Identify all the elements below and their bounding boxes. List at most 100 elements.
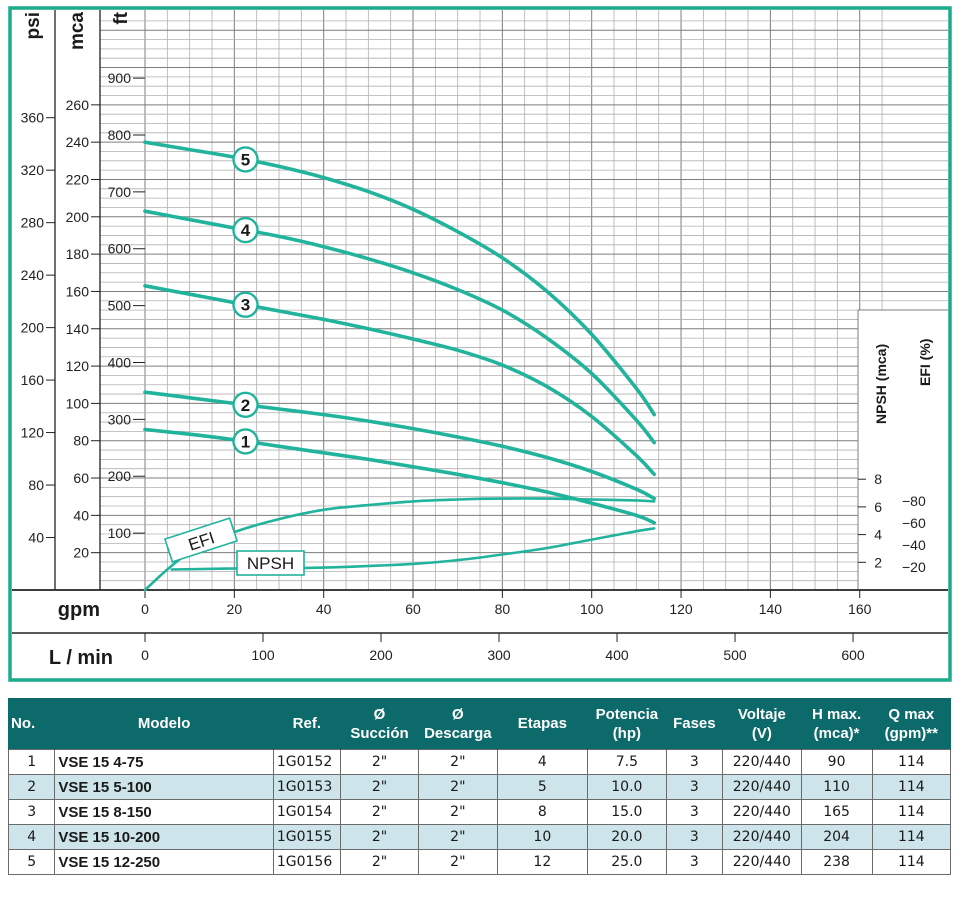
table-row: 5 VSE 15 12-250 1G0156 2" 2" 12 25.0 3 220/440 23…	[7, 849, 952, 875]
gpm-tick-label: 40	[316, 601, 332, 617]
lpm-tick-label: 200	[369, 647, 393, 663]
table-header-row: No. Modelo Ref. Ø Succión Ø Descarga Etapas Pote…	[7, 698, 952, 750]
npsh-tick-label: 2	[874, 554, 882, 570]
psi-tick-label: 200	[21, 320, 45, 336]
table-row: 4 VSE 15 10-200 1G0155 2" 2" 10 20.0 3 220/440 20…	[7, 824, 952, 850]
gpm-tick-label: 60	[405, 601, 421, 617]
mca-tick-label: 20	[73, 545, 89, 561]
ft-tick-label: 900	[108, 70, 132, 86]
npsh-label-box	[236, 550, 305, 576]
ft-tick-label: 600	[108, 241, 132, 257]
axis-unit-lpm: L / min	[49, 647, 113, 669]
header-text: No.	[11, 715, 36, 732]
psi-tick-label: 120	[21, 425, 45, 441]
table-cell: 220/440	[722, 824, 802, 850]
ft-tick-label: 800	[108, 127, 132, 143]
table-cell: 2"	[339, 749, 420, 775]
table-header-cell: H max. (mca)*	[800, 698, 873, 750]
table-header-cell: Voltaje (V)	[722, 698, 802, 750]
npsh-tick-label: 4	[874, 527, 882, 543]
table-cell: 114	[871, 824, 952, 850]
mca-tick-label: 220	[66, 171, 90, 187]
table-cell: 2	[7, 774, 56, 800]
header-text: Q max	[888, 705, 935, 723]
mca-tick-label: 60	[73, 470, 89, 486]
spec-table: No. Modelo Ref. Ø Succión Ø Descarga Etapas Pote…	[7, 698, 952, 875]
curve-label-circle	[232, 146, 259, 173]
lpm-tick-label: 400	[605, 647, 629, 663]
table-cell: 10.0	[587, 774, 667, 800]
mca-tick-label: 100	[66, 395, 90, 411]
npsh-curve-label: NPSH	[247, 554, 294, 573]
header-text: (gpm)**	[884, 724, 938, 742]
ft-tick-label: 300	[108, 411, 132, 427]
efi-label-box	[163, 517, 239, 563]
table-cell: 1G0154	[272, 799, 341, 825]
mca-tick-label: 120	[66, 358, 90, 374]
header-text: Ø	[452, 705, 464, 723]
header-text: (hp)	[612, 724, 642, 742]
table-row: 1 VSE 15 4-75 1G0152 2" 2" 4 7.5 3 220/440 90 114	[7, 749, 952, 775]
table-cell: 4	[496, 749, 589, 775]
axis-unit-psi: psi	[23, 12, 44, 39]
psi-tick-label: 240	[21, 267, 45, 283]
table-cell: 2"	[339, 799, 420, 825]
psi-tick-label: 360	[21, 110, 45, 126]
table-cell: 3	[665, 774, 724, 800]
table-cell: 220/440	[722, 849, 802, 875]
mca-tick-label: 140	[66, 321, 90, 337]
header-text: Voltaje	[737, 705, 786, 723]
gpm-tick-label: 140	[759, 601, 783, 617]
table-cell: 110	[800, 774, 873, 800]
table-cell: 25.0	[587, 849, 667, 875]
table-cell: 3	[665, 824, 724, 850]
table-body: 1 VSE 15 4-75 1G0152 2" 2" 4 7.5 3 220/440 90 114 2…	[7, 749, 952, 875]
table-header-cell: Potencia (hp)	[587, 698, 667, 750]
curve-label-3: 3	[241, 296, 250, 315]
header-text: Ref.	[292, 715, 322, 732]
psi-tick-label: 80	[28, 477, 44, 493]
mca-tick-label: 240	[66, 134, 90, 150]
chart-axes: psi mca ft40801201602002402803203602040608…	[12, 10, 948, 669]
table-cell: 10	[496, 824, 589, 850]
gpm-tick-label: 80	[495, 601, 511, 617]
efi-axis-label: EFI (%)	[917, 339, 933, 386]
table-cell: 2"	[339, 849, 420, 875]
header-text: Etapas	[517, 715, 567, 732]
right-axis-panel	[858, 310, 948, 590]
header-text: Succión	[350, 724, 409, 742]
table-header-cell: No.	[7, 698, 56, 750]
header-text: H max.	[811, 705, 862, 723]
table-cell: 114	[871, 799, 952, 825]
table-cell: 114	[871, 749, 952, 775]
table-cell: VSE 15 4-75	[54, 749, 274, 775]
header-text: Modelo	[137, 715, 191, 732]
pump-performance-chart: psi mca ft40801201602002402803203602040608…	[8, 6, 952, 682]
table-cell: VSE 15 12-250	[54, 849, 274, 875]
header-text: (V)	[751, 724, 772, 742]
table-cell: VSE 15 10-200	[54, 824, 274, 850]
psi-tick-label: 40	[28, 530, 44, 546]
lpm-tick-label: 500	[723, 647, 747, 663]
table-cell: 5	[7, 849, 56, 875]
curve-label-5: 5	[241, 150, 250, 169]
ft-tick-label: 700	[108, 184, 132, 200]
table-cell: 3	[665, 849, 724, 875]
table-cell: 114	[871, 774, 952, 800]
table-cell: 5	[496, 774, 589, 800]
mca-tick-label: 260	[66, 97, 90, 113]
mca-tick-label: 160	[66, 283, 90, 299]
ft-tick-label: 200	[108, 468, 132, 484]
table-cell: 3	[7, 799, 56, 825]
mca-tick-label: 180	[66, 246, 90, 262]
table-header-cell: Etapas	[496, 698, 589, 750]
curve-label-circle	[232, 428, 259, 455]
table-cell: 220/440	[722, 774, 802, 800]
table-cell: VSE 15 8-150	[54, 799, 274, 825]
table-cell: 204	[800, 824, 873, 850]
mca-tick-label: 40	[73, 507, 89, 523]
table-cell: 4	[7, 824, 56, 850]
ft-tick-label: 100	[108, 525, 132, 541]
header-text: Fases	[673, 715, 716, 732]
table-cell: 15.0	[587, 799, 667, 825]
